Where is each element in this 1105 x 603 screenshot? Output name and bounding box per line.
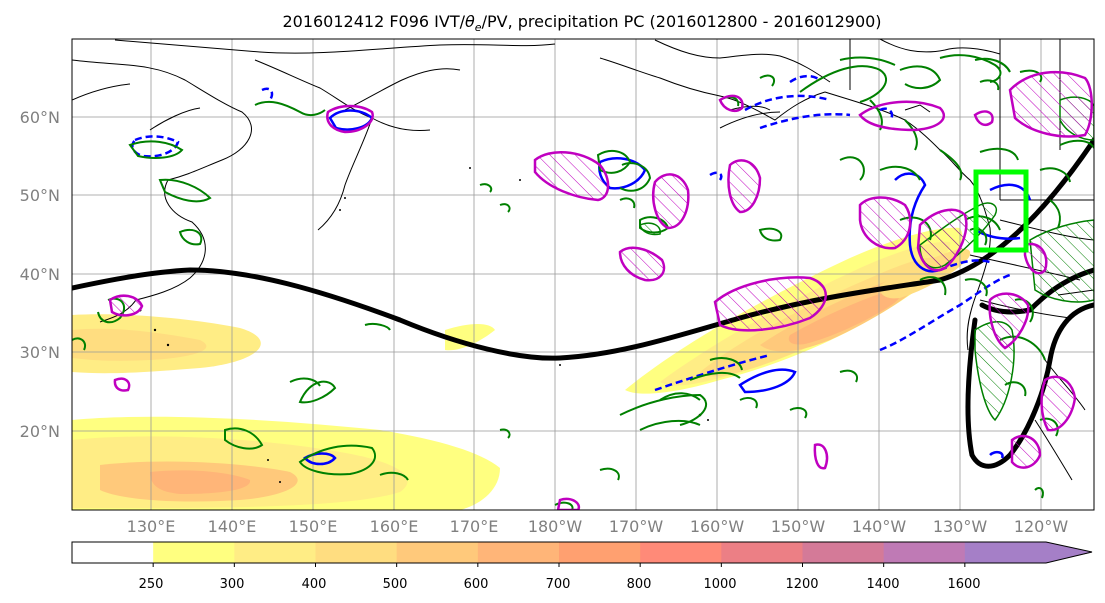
lat-label-60n: 60°N bbox=[20, 108, 60, 127]
colorbar-extend-arrow bbox=[964, 542, 1092, 563]
lon-labels: 130°E 140°E 150°E 160°E 170°E 180°W 170°… bbox=[127, 517, 1069, 536]
colorbar-swatch bbox=[315, 542, 398, 563]
map-frame bbox=[71, 38, 1095, 511]
lon-label-160w: 160°W bbox=[690, 517, 745, 536]
positive-pc-contours bbox=[108, 70, 1093, 510]
lon-label-160e: 160°E bbox=[370, 517, 419, 536]
lon-label-140w: 140°W bbox=[852, 517, 907, 536]
colorbar-tick-label: 800 bbox=[627, 577, 652, 592]
colorbar-swatch bbox=[883, 542, 966, 563]
colorbar-swatch bbox=[721, 542, 803, 563]
colorbar-swatch bbox=[559, 542, 641, 563]
colorbar-outline bbox=[71, 541, 1093, 564]
colorbar-tick-label: 1200 bbox=[785, 577, 818, 592]
colorbar-tick-label: 400 bbox=[302, 577, 327, 592]
map-panel bbox=[72, 39, 1094, 510]
colorbar-tick-label: 500 bbox=[383, 577, 408, 592]
colorbar: 250 300 400 500 600 700 800 1000 1200 14… bbox=[71, 541, 1093, 592]
lat-label-50n: 50°N bbox=[20, 186, 60, 205]
figure-title: 2016012412 F096 IVT/θe/PV, precipitation… bbox=[282, 12, 881, 34]
lon-label-150e: 150°E bbox=[289, 517, 338, 536]
colorbar-tick-label: 1400 bbox=[866, 577, 899, 592]
colorbar-tick-label: 300 bbox=[220, 577, 245, 592]
colorbar-tick-label: 250 bbox=[139, 577, 164, 592]
colorbar-swatch bbox=[72, 542, 154, 563]
ivt-shading bbox=[72, 227, 971, 510]
colorbar-swatch bbox=[396, 542, 479, 563]
lon-label-140e: 140°E bbox=[208, 517, 257, 536]
colorbar-swatch bbox=[477, 542, 560, 563]
colorbar-swatch bbox=[234, 542, 316, 563]
colorbar-tickmarks bbox=[152, 563, 966, 567]
lon-label-170w: 170°W bbox=[609, 517, 664, 536]
colorbar-swatches bbox=[72, 542, 1092, 563]
lon-label-170e: 170°E bbox=[450, 517, 499, 536]
lon-label-150w: 150°W bbox=[771, 517, 826, 536]
colorbar-tick-label: 1000 bbox=[703, 577, 736, 592]
colorbar-swatch bbox=[802, 542, 885, 563]
target-box bbox=[973, 169, 1029, 253]
lon-label-120w: 120°W bbox=[1014, 517, 1069, 536]
lat-label-20n: 20°N bbox=[20, 422, 60, 441]
colorbar-swatch bbox=[640, 542, 722, 563]
lon-label-180w: 180°W bbox=[528, 517, 583, 536]
colorbar-tick-labels: 250 300 400 500 600 700 800 1000 1200 14… bbox=[139, 577, 981, 592]
lat-label-30n: 30°N bbox=[20, 343, 60, 362]
colorbar-tick-label: 600 bbox=[464, 577, 489, 592]
colorbar-tick-label: 1600 bbox=[947, 577, 980, 592]
colorbar-swatch bbox=[153, 542, 235, 563]
lat-labels: 60°N 50°N 40°N 30°N 20°N bbox=[20, 108, 60, 441]
lon-label-130w: 130°W bbox=[933, 517, 988, 536]
lat-label-40n: 40°N bbox=[20, 265, 60, 284]
lon-label-130e: 130°E bbox=[127, 517, 176, 536]
colorbar-tick-label: 700 bbox=[546, 577, 571, 592]
